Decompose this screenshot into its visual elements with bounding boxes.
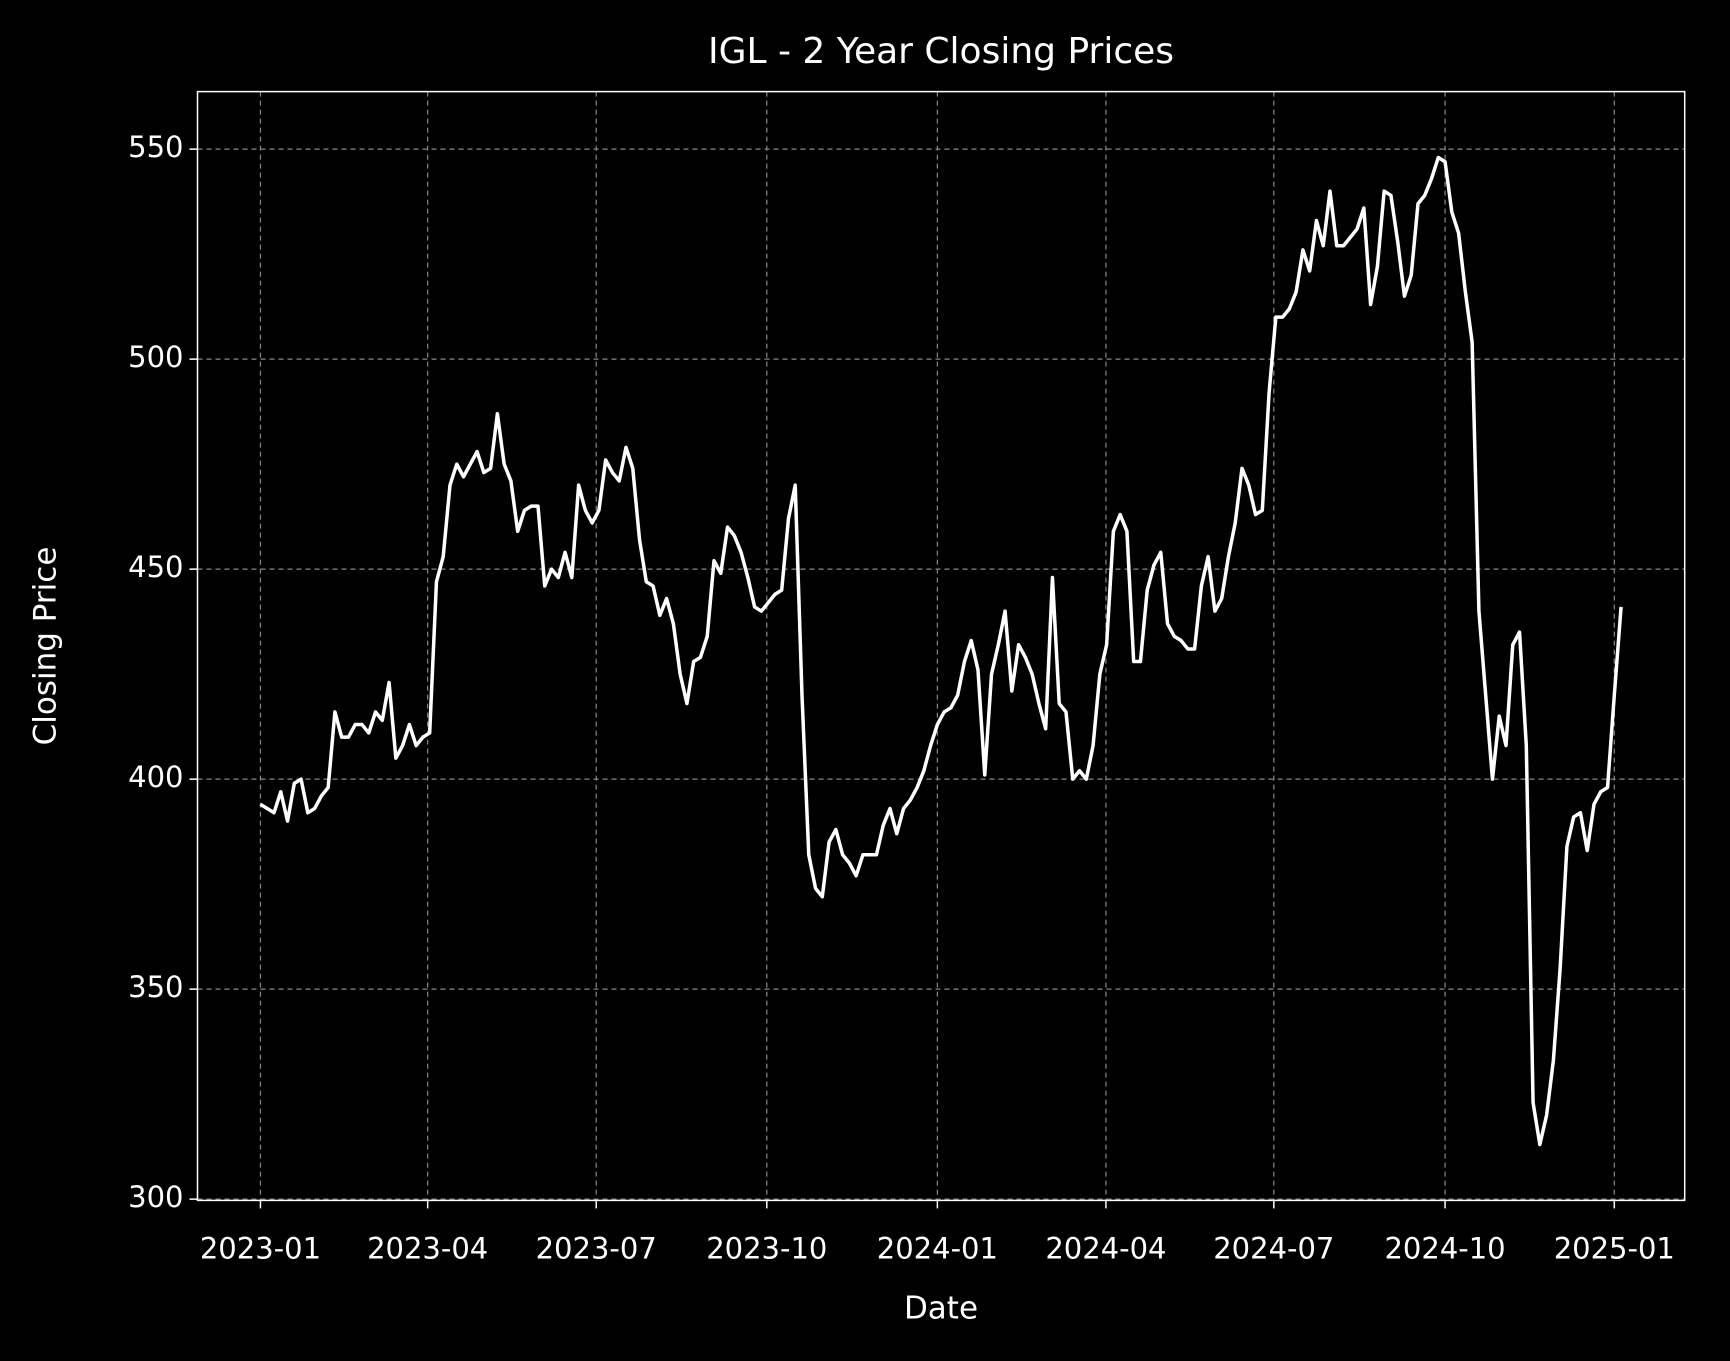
plot-frame	[196, 90, 1686, 1202]
x-axis-label: Date	[904, 1291, 978, 1327]
y-tick-label: 300	[128, 1180, 183, 1214]
price-line	[259, 155, 1623, 1147]
x-tick-label: 2024-01	[877, 1231, 998, 1265]
x-tick-label: 2024-07	[1213, 1231, 1334, 1265]
x-tick-label: 2024-10	[1384, 1231, 1505, 1265]
x-tick-label: 2023-07	[536, 1231, 657, 1265]
x-tick-label: 2023-10	[706, 1231, 827, 1265]
y-tick-label: 400	[128, 760, 183, 794]
x-tick-label: 2025-01	[1554, 1231, 1675, 1265]
y-tick-label: 500	[128, 340, 183, 374]
x-tick-label: 2023-04	[367, 1231, 488, 1265]
y-tick-label: 450	[128, 550, 183, 584]
x-tick-label: 2023-01	[200, 1231, 321, 1265]
x-tick-label: 2024-04	[1045, 1231, 1166, 1265]
chart-title: IGL - 2 Year Closing Prices	[708, 31, 1174, 72]
y-tick-label: 350	[128, 970, 183, 1004]
y-axis-label: Closing Price	[28, 547, 64, 746]
y-tick-label: 550	[128, 130, 183, 164]
